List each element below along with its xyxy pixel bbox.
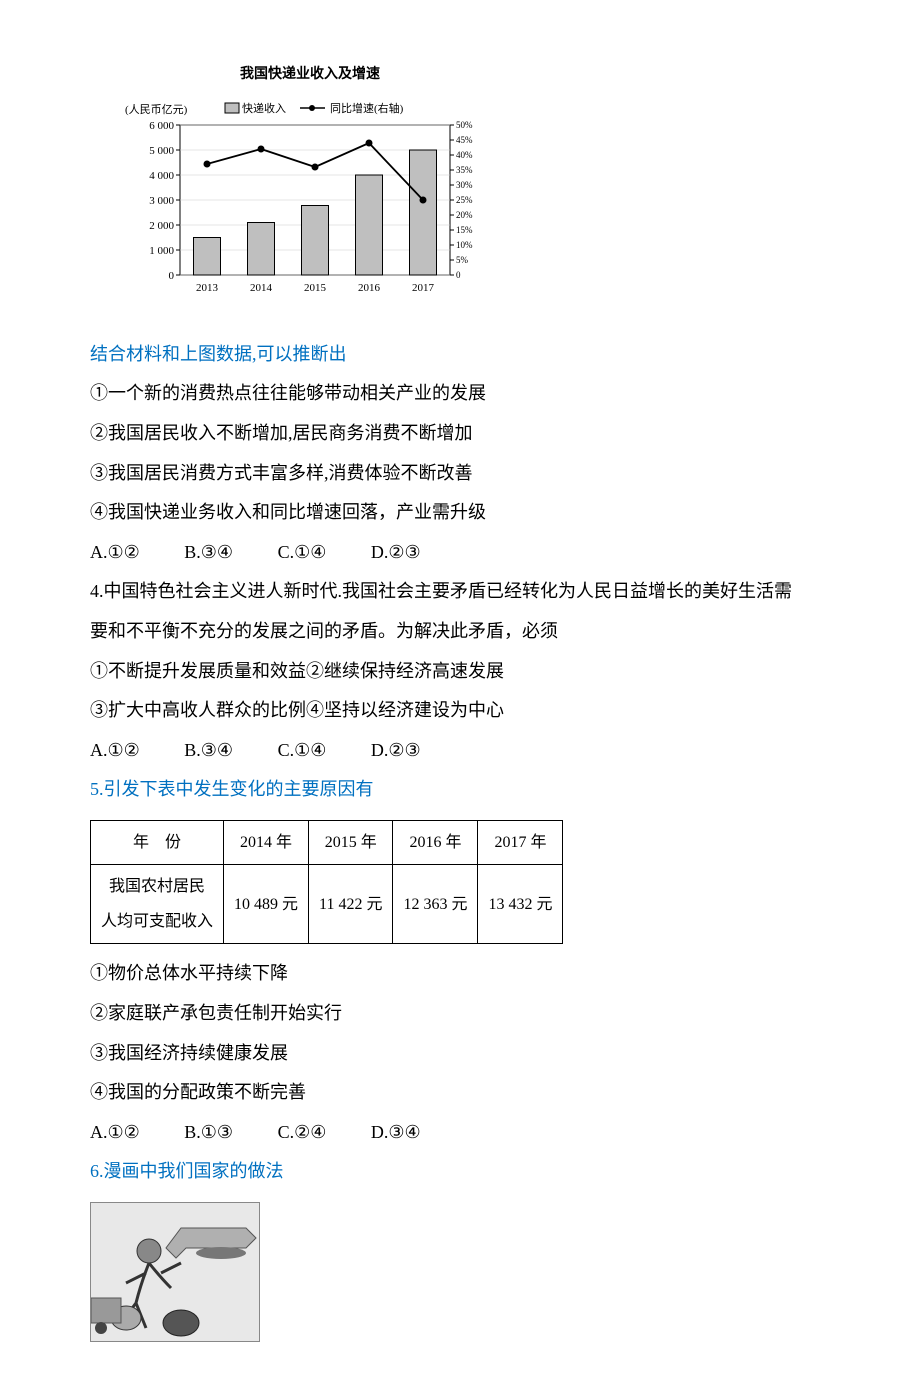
chart-title: 我国快递业收入及增速 [120,60,500,91]
table-val-2: 12 363 元 [393,865,478,944]
svg-text:5%: 5% [456,255,469,265]
svg-text:40%: 40% [456,150,473,160]
q5-item-2: ②家庭联产承包责任制开始实行 [90,994,830,1034]
q3-item-2: ②我国居民收入不断增加,居民商务消费不断增加 [90,414,830,454]
q3-opt-c: C.①④ [278,542,327,562]
q5-options: A.①② B.①③ C.②④ D.③④ [90,1113,830,1153]
svg-text:4 000: 4 000 [149,170,174,182]
svg-text:2015: 2015 [304,282,327,294]
table-row-label: 我国农村居民 人均可支配收入 [91,865,224,944]
q5-opt-d: D.③④ [371,1122,421,1142]
chart-canvas: (人民币亿元) 快递收入 同比增速(右轴) 0 1 000 2 000 3 000 4 000… [120,95,500,315]
q4-options: A.①② B.③④ C.①④ D.②③ [90,731,830,771]
q3-opt-a: A.①② [90,542,140,562]
q4-item-1: ①不断提升发展质量和效益②继续保持经济高速发展 [90,652,830,692]
q5-opt-b: B.①③ [184,1122,233,1142]
svg-text:15%: 15% [456,225,473,235]
table-col-3: 2017 年 [478,820,563,864]
svg-text:3 000: 3 000 [149,195,174,207]
q5-opt-a: A.①② [90,1122,140,1142]
table-val-1: 11 422 元 [309,865,393,944]
q4-opt-c: C.①④ [278,740,327,760]
express-chart: 我国快递业收入及增速 (人民币亿元) 快递收入 同比增速(右轴) 0 1 000 2 00… [120,60,500,315]
svg-text:2 000: 2 000 [149,220,174,232]
q6-title: 6.漫画中我们国家的做法 [90,1152,830,1192]
q4-opt-a: A.①② [90,740,140,760]
table-val-3: 13 432 元 [478,865,563,944]
table-col-1: 2015 年 [309,820,393,864]
q5-item-3: ③我国经济持续健康发展 [90,1034,830,1074]
table-header-label: 年 份 [91,820,224,864]
q4-opt-d: D.②③ [371,740,421,760]
svg-text:30%: 30% [456,180,473,190]
svg-text:2016: 2016 [358,282,381,294]
q3-item-3: ③我国居民消费方式丰富多样,消费体验不断改善 [90,454,830,494]
q5-item-1: ①物价总体水平持续下降 [90,954,830,994]
q5-item-4: ④我国的分配政策不断完善 [90,1073,830,1113]
table-row-label-l1: 我国农村居民 [101,869,213,904]
table-col-2: 2016 年 [393,820,478,864]
q3-item-1: ①一个新的消费热点往往能够带动相关产业的发展 [90,374,830,414]
svg-text:2013: 2013 [196,282,219,294]
q4-line-1: 4.中国特色社会主义进人新时代.我国社会主要矛盾已经转化为人民日益增长的美好生活… [90,572,830,612]
svg-text:同比增速(右轴): 同比增速(右轴) [330,101,404,115]
table-val-0: 10 489 元 [224,865,309,944]
svg-text:快递收入: 快递收入 [242,101,286,115]
svg-text:10%: 10% [456,240,473,250]
svg-text:1 000: 1 000 [149,245,174,257]
q3-options: A.①② B.③④ C.①④ D.②③ [90,533,830,573]
svg-text:0: 0 [456,270,461,280]
q3-opt-b: B.③④ [184,542,233,562]
q4-item-2: ③扩大中高收人群众的比例④坚持以经济建设为中心 [90,691,830,731]
svg-text:2014: 2014 [250,282,273,294]
q3-intro: 结合材料和上图数据,可以推断出 [90,335,830,375]
svg-text:6 000: 6 000 [149,120,174,132]
q5-opt-c: C.②④ [278,1122,327,1142]
table-col-0: 2014 年 [224,820,309,864]
svg-text:20%: 20% [456,210,473,220]
svg-text:(人民币亿元): (人民币亿元) [125,103,188,116]
svg-text:25%: 25% [456,195,473,205]
svg-text:50%: 50% [456,120,473,130]
svg-text:2017: 2017 [412,282,435,294]
q5-title: 5.引发下表中发生变化的主要原因有 [90,770,830,810]
income-table: 年 份 2014 年 2015 年 2016 年 2017 年 我国农村居民 人… [90,820,830,945]
q4-line-2: 要和不平衡不充分的发展之间的矛盾。为解决此矛盾，必须 [90,612,830,652]
q4-opt-b: B.③④ [184,740,233,760]
table-row-label-l2: 人均可支配收入 [101,904,213,939]
svg-text:5 000: 5 000 [149,145,174,157]
q3-opt-d: D.②③ [371,542,421,562]
cartoon-image [90,1202,260,1342]
svg-text:45%: 45% [456,135,473,145]
q3-item-4: ④我国快递业务收入和同比增速回落，产业需升级 [90,493,830,533]
svg-text:0: 0 [169,270,175,282]
svg-text:35%: 35% [456,165,473,175]
